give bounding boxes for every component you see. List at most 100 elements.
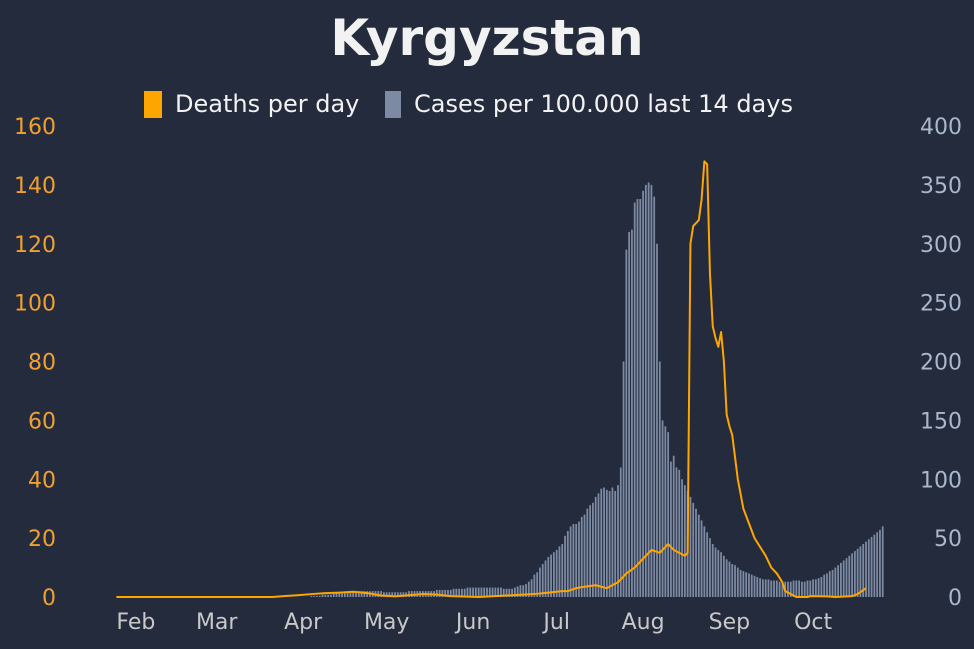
cases-bar	[569, 526, 572, 597]
left-tick-label: 80	[28, 351, 56, 376]
cases-bar	[385, 592, 388, 597]
cases-bar	[435, 589, 438, 597]
cases-bar	[516, 586, 519, 597]
cases-bar	[622, 361, 625, 597]
cases-bar	[480, 587, 483, 597]
cases-bar	[530, 579, 533, 597]
cases-bar	[527, 581, 530, 597]
cases-bar	[856, 548, 859, 597]
cases-bar	[466, 587, 469, 597]
right-tick-label: 200	[920, 351, 962, 376]
right-tick-label: 300	[920, 233, 962, 258]
cases-bar	[597, 493, 600, 597]
cases-bar	[667, 432, 670, 597]
cases-bar	[505, 588, 508, 597]
left-tick-label: 160	[14, 115, 56, 140]
cases-bar	[678, 469, 681, 597]
cases-bar	[455, 588, 458, 597]
cases-bar	[867, 539, 870, 597]
cases-bar	[589, 505, 591, 597]
cases-bar	[355, 592, 357, 597]
cases-bar	[840, 562, 842, 597]
cases-bar	[488, 587, 491, 597]
cases-bar	[550, 554, 552, 597]
cases-bar	[617, 485, 619, 597]
cases-bar	[753, 575, 756, 597]
cases-bar	[767, 579, 770, 597]
cases-bar	[853, 551, 856, 597]
left-tick-label: 0	[42, 586, 56, 611]
cases-bar	[352, 592, 355, 597]
cases-bar	[770, 580, 773, 597]
cases-bar	[483, 587, 486, 597]
left-tick-label: 120	[14, 233, 56, 258]
cases-bar	[781, 581, 784, 597]
x-tick-label: Jun	[454, 610, 490, 635]
cases-bar	[500, 587, 502, 597]
cases-bar	[519, 585, 522, 597]
legend: Deaths per day Cases per 100.000 last 14…	[144, 90, 793, 118]
cases-bar	[611, 487, 614, 597]
cases-bar	[717, 549, 720, 597]
cases-bar	[806, 580, 809, 597]
cases-bar	[795, 580, 798, 597]
cases-bar	[636, 199, 639, 597]
cases-bar	[639, 199, 642, 597]
cases-bar	[533, 574, 536, 597]
cases-bar	[742, 571, 745, 597]
cases-bar	[700, 520, 703, 597]
cases-bar	[809, 580, 812, 597]
cases-bar	[341, 593, 343, 597]
cases-bar	[664, 426, 667, 597]
cases-bar	[714, 547, 717, 597]
x-axis-ticks: Feb Mar Apr May Jun Jul Aug Sep Oct	[116, 610, 832, 635]
cases-bar	[594, 496, 597, 597]
left-tick-label: 140	[14, 174, 56, 199]
cases-bar	[789, 581, 792, 597]
cases-bar	[357, 591, 360, 597]
chart-title: Kyrgyzstan	[330, 9, 643, 67]
cases-bar	[438, 589, 441, 597]
right-tick-label: 0	[948, 586, 962, 611]
cases-bar	[441, 589, 444, 597]
cases-bar	[845, 558, 848, 597]
right-tick-label: 250	[920, 292, 962, 317]
cases-bar	[759, 578, 761, 597]
cases-bar	[681, 479, 683, 597]
cases-bar	[383, 592, 385, 597]
cases-bar	[497, 587, 500, 597]
cases-bar	[541, 564, 544, 597]
cases-bar	[324, 594, 327, 597]
cases-bar	[561, 544, 564, 597]
cases-bar	[402, 592, 405, 597]
x-tick-label: Feb	[116, 610, 155, 635]
cases-bar	[876, 532, 879, 597]
cases-bar	[399, 592, 402, 597]
cases-bar	[775, 580, 778, 597]
right-tick-label: 400	[920, 115, 962, 140]
cases-bar	[458, 588, 461, 597]
cases-bar	[764, 579, 767, 597]
cases-bar	[731, 564, 734, 597]
cases-bar	[748, 573, 750, 597]
cases-bar	[773, 580, 775, 597]
cases-bar	[722, 555, 725, 597]
cases-bar	[491, 587, 494, 597]
cases-bar	[332, 593, 335, 597]
cases-bar	[592, 502, 594, 597]
cases-bar	[653, 196, 656, 597]
cases-bar	[828, 571, 831, 597]
cases-bar	[756, 576, 759, 597]
cases-bar	[631, 229, 633, 597]
cases-bar	[750, 574, 753, 597]
cases-bar	[787, 581, 789, 597]
cases-bar	[628, 231, 631, 597]
cases-bar	[525, 584, 527, 597]
legend-swatch-cases	[385, 91, 401, 118]
cases-bar	[792, 580, 795, 597]
cases-bar	[605, 489, 608, 597]
cases-bar	[474, 587, 477, 597]
cases-bar	[502, 588, 505, 597]
cases-bar	[360, 591, 363, 597]
cases-bar	[511, 588, 513, 597]
